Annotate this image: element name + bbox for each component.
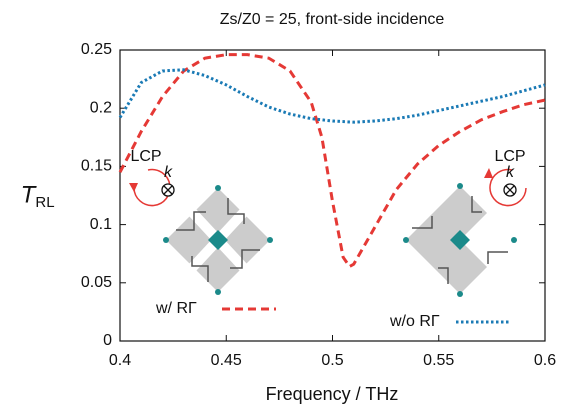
- icons: LCP k LCP k: [129, 148, 527, 297]
- k-symbol: [505, 185, 515, 195]
- y-tick-label: 0.15: [81, 158, 112, 175]
- unit-lines: [176, 198, 260, 282]
- y-tick-label: 0: [103, 332, 112, 349]
- chart-title: Zs/Z0 = 25, front-side incidence: [220, 11, 445, 28]
- unit-cell: [406, 186, 487, 294]
- unit-lines: [412, 196, 508, 284]
- arrow-head: [484, 168, 493, 178]
- y-tick-label: 0.2: [90, 99, 112, 116]
- arrow-head: [129, 183, 138, 192]
- y-axis-label: T: [21, 181, 38, 208]
- circular-arrow: [489, 168, 527, 207]
- annotation: k: [506, 164, 515, 181]
- x-tick-label: 0.55: [423, 352, 454, 369]
- k-symbol: [163, 185, 173, 195]
- y-tick-label: 0.25: [81, 41, 112, 58]
- circular-arrow: [133, 168, 171, 207]
- x-tick-label: 0.5: [321, 352, 343, 369]
- annotation: LCP: [494, 148, 525, 165]
- annotation: LCP: [130, 148, 161, 165]
- series-line: [118, 68, 546, 124]
- legend-label: w/o RΓ: [389, 313, 440, 330]
- x-tick-label: 0.45: [211, 352, 242, 369]
- y-tick-label: 0.05: [81, 274, 112, 291]
- x-tick-label: 0.4: [109, 352, 131, 369]
- unit-center: [450, 230, 470, 250]
- x-tick-label: 0.6: [534, 352, 556, 369]
- legend-label: w/ RΓ: [155, 300, 197, 317]
- unit-center: [208, 230, 228, 250]
- y-axis-label-sub: RL: [35, 194, 54, 211]
- x-axis-label: Frequency / THz: [266, 384, 399, 404]
- y-tick-label: 0.1: [90, 216, 112, 233]
- annotation: k: [164, 164, 173, 181]
